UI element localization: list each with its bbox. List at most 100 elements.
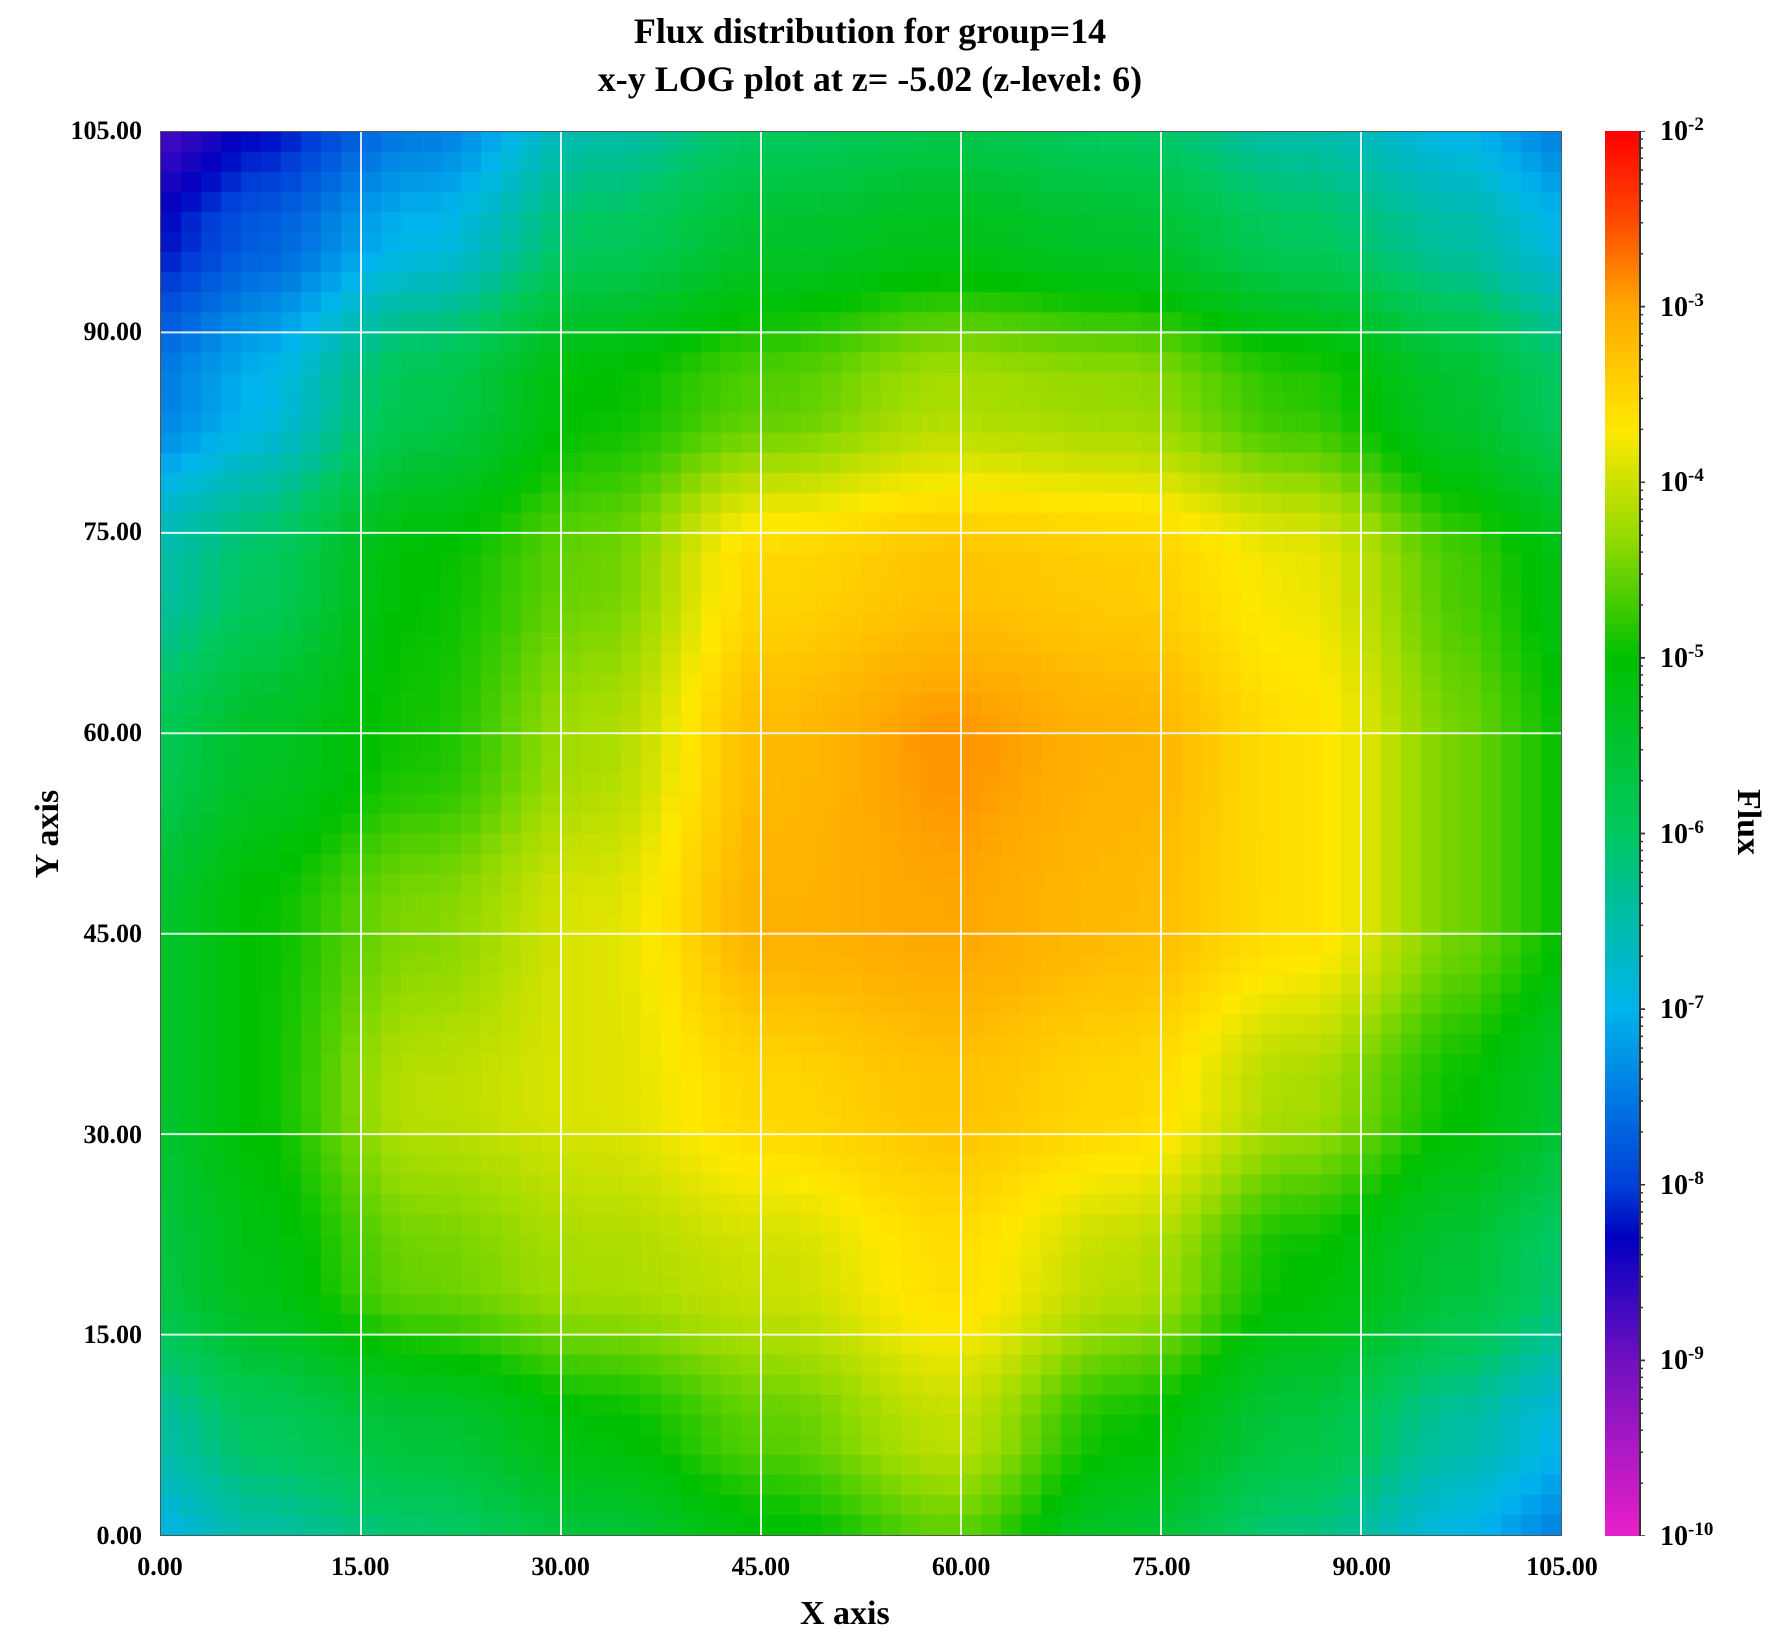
heatmap-cell [341, 152, 362, 173]
heatmap-cell [401, 713, 422, 734]
heatmap-cell [561, 312, 582, 334]
heatmap-cell [621, 312, 642, 334]
heatmap-cell [441, 432, 462, 454]
heatmap-cell [1421, 1474, 1442, 1496]
heatmap-cell [781, 212, 802, 233]
heatmap-cell [1421, 212, 1442, 233]
heatmap-cell [321, 993, 342, 1015]
heatmap-cell [741, 1114, 762, 1135]
heatmap-cell [1101, 993, 1122, 1015]
heatmap-cell [661, 1474, 682, 1496]
heatmap-cell [1281, 1074, 1302, 1095]
heatmap-cell [401, 412, 422, 434]
heatmap-cell [341, 172, 362, 193]
heatmap-cell [781, 1074, 802, 1095]
heatmap-cell [1161, 713, 1182, 734]
heatmap-cell [241, 613, 262, 634]
heatmap-cell [401, 212, 422, 233]
heatmap-cell [1441, 953, 1462, 975]
heatmap-cell [481, 1414, 502, 1436]
heatmap-cell [1161, 913, 1182, 935]
heatmap-cell [561, 532, 582, 554]
heatmap-cell [301, 1434, 322, 1456]
heatmap-cell [221, 973, 242, 995]
heatmap-cell [561, 592, 582, 614]
heatmap-cell [621, 613, 642, 634]
heatmap-cell [1261, 1013, 1282, 1035]
heatmap-cell [281, 452, 302, 474]
heatmap-cell [341, 532, 362, 554]
heatmap-cell [1121, 1214, 1142, 1235]
heatmap-cell [521, 272, 542, 293]
heatmap-cell [481, 212, 502, 233]
heatmap-cell [801, 232, 822, 253]
heatmap-cell [421, 1334, 442, 1356]
heatmap-cell [581, 1334, 602, 1356]
heatmap-cell [1181, 552, 1202, 574]
heatmap-cell [921, 1234, 942, 1255]
heatmap-cell [921, 192, 942, 213]
heatmap-cell [1081, 372, 1102, 394]
heatmap-cell [681, 1214, 702, 1235]
heatmap-cell [381, 332, 402, 354]
heatmap-cell [161, 552, 182, 574]
heatmap-cell [1541, 252, 1561, 273]
heatmap-cell [981, 893, 1002, 915]
heatmap-cell [521, 733, 542, 754]
heatmap-cell [741, 152, 762, 173]
heatmap-cell [1441, 713, 1462, 734]
heatmap-cell [361, 1494, 382, 1516]
heatmap-cell [1141, 1254, 1162, 1276]
heatmap-cell [801, 1374, 822, 1396]
heatmap-cell [701, 1234, 722, 1255]
heatmap-cell [441, 1254, 462, 1276]
heatmap-cell [381, 993, 402, 1015]
heatmap-cell [1541, 953, 1561, 975]
heatmap-cell [1041, 192, 1062, 213]
heatmap-cell [1041, 1154, 1062, 1175]
heatmap-cell [1521, 192, 1542, 213]
heatmap-cell [1181, 893, 1202, 915]
heatmap-cell [1101, 1033, 1122, 1055]
heatmap-cell [1001, 1274, 1022, 1296]
heatmap-cell [541, 933, 562, 955]
heatmap-cell [1541, 492, 1561, 514]
heatmap-cell [1341, 953, 1362, 975]
heatmap-cell [1441, 1134, 1462, 1155]
heatmap-cell [841, 212, 862, 233]
heatmap-cell [681, 753, 702, 774]
heatmap-cell [201, 773, 222, 795]
heatmap-cell [481, 132, 502, 153]
heatmap-cell [401, 272, 422, 293]
heatmap-cell [601, 532, 622, 554]
heatmap-cell [1481, 472, 1502, 494]
heatmap-cell [361, 633, 382, 654]
heatmap-cell [581, 272, 602, 293]
heatmap-cell [241, 1053, 262, 1075]
heatmap-cell [301, 1254, 322, 1276]
heatmap-cell [1041, 332, 1062, 354]
heatmap-cell [1321, 1154, 1342, 1175]
heatmap-cell [721, 352, 742, 374]
heatmap-cell [1501, 1174, 1522, 1195]
heatmap-cell [241, 1394, 262, 1416]
heatmap-cell [181, 1514, 202, 1535]
heatmap-cell [381, 472, 402, 494]
heatmap-cell [501, 532, 522, 554]
heatmap-cell [1401, 392, 1422, 414]
heatmap-cell [501, 292, 522, 313]
heatmap-cell [1341, 1514, 1362, 1535]
heatmap-cell [821, 793, 842, 815]
heatmap-cell [1481, 1494, 1502, 1516]
heatmap-cell [1341, 733, 1362, 754]
heatmap-cell [981, 1274, 1002, 1296]
heatmap-cell [1281, 432, 1302, 454]
heatmap-cell [301, 312, 322, 334]
heatmap-cell [241, 1494, 262, 1516]
heatmap-cell [1041, 793, 1062, 815]
heatmap-cell [1201, 753, 1222, 774]
heatmap-cell [501, 933, 522, 955]
heatmap-cell [421, 1254, 442, 1276]
heatmap-cell [461, 1454, 482, 1476]
heatmap-cell [161, 973, 182, 995]
